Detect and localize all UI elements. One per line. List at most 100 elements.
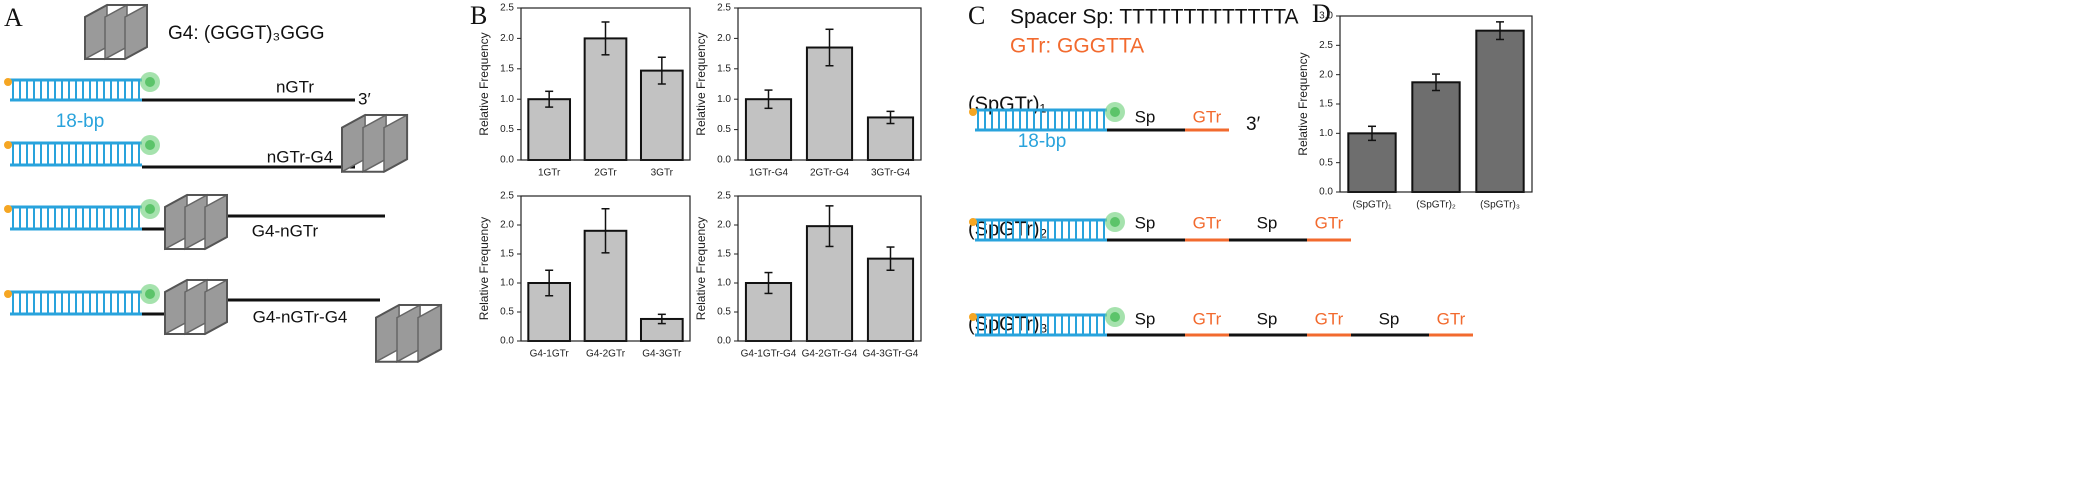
acceptor-dye xyxy=(145,289,155,299)
y-tick-label: 1.5 xyxy=(717,249,731,260)
g4-tetrad xyxy=(124,3,148,61)
construct-label: nGTr-G4 xyxy=(267,147,333,166)
y-tick-label: 2.5 xyxy=(717,3,731,14)
y-tick-label: 0.0 xyxy=(1319,187,1333,198)
construct-label: (SpGTr)₂ xyxy=(968,218,1047,240)
g4-tetrad xyxy=(84,3,108,61)
y-tick-label: 1.0 xyxy=(717,278,731,289)
bar xyxy=(639,69,684,161)
bar xyxy=(583,37,628,161)
y-tick-label: 2.5 xyxy=(717,191,731,202)
y-tick-label: 1.5 xyxy=(717,63,731,74)
x-tick-label: G4-3GTr xyxy=(642,349,682,360)
y-tick-label: 0.5 xyxy=(717,124,731,135)
gtr-label: GTr xyxy=(1315,309,1344,328)
y-tick-label: 0.5 xyxy=(500,307,514,318)
g4-tetrad xyxy=(396,303,421,363)
y-tick-label: 2.0 xyxy=(717,220,731,231)
y-tick-label: 0.0 xyxy=(500,155,514,166)
donor-dye xyxy=(4,205,12,213)
g4-tetrad xyxy=(383,113,408,173)
construct-label: (SpGTr)₃ xyxy=(968,313,1048,335)
duplex-label: 18-bp xyxy=(56,111,105,132)
plot-frame xyxy=(1339,15,1533,193)
y-axis-label: Relative Frequency xyxy=(694,217,708,320)
gtr-label: GTr xyxy=(1437,309,1466,328)
g4-tetrad xyxy=(204,193,228,251)
panel-label: B xyxy=(470,1,487,30)
donor-dye xyxy=(969,108,977,116)
spacer-label: Sp xyxy=(1135,309,1156,328)
g4-tetrad xyxy=(104,3,128,61)
g4-tetrad xyxy=(164,278,188,336)
y-tick-label: 1.0 xyxy=(717,94,731,105)
bar xyxy=(866,116,915,162)
duplex-label: 18-bp xyxy=(1018,131,1067,152)
y-tick-label: 0.5 xyxy=(500,124,514,135)
bar xyxy=(1347,132,1397,193)
x-tick-label: 1GTr-G4 xyxy=(749,168,789,179)
plot-frame xyxy=(737,7,922,161)
three-prime: 3′ xyxy=(1246,114,1261,135)
x-tick-label: G4-1GTr xyxy=(530,349,570,360)
y-axis-label: Relative Frequency xyxy=(477,32,491,135)
y-tick-label: 0.5 xyxy=(1319,157,1333,168)
y-tick-label: 2.0 xyxy=(500,33,514,44)
y-tick-label: 1.5 xyxy=(1319,99,1333,110)
acceptor-dye xyxy=(1110,217,1120,227)
g4-frame xyxy=(84,4,148,60)
x-tick-label: 2GTr-G4 xyxy=(810,168,850,179)
y-tick-label: 0.0 xyxy=(717,336,731,347)
x-tick-label: G4-2GTr xyxy=(586,349,626,360)
plot-frame xyxy=(520,7,691,161)
g4-tetrad xyxy=(184,193,208,251)
spacer-label: Sp xyxy=(1379,309,1400,328)
bar xyxy=(1411,81,1461,193)
g4-tetrad xyxy=(341,113,366,173)
y-tick-label: 1.0 xyxy=(500,278,514,289)
bar xyxy=(1475,29,1525,193)
y-tick-label: 1.0 xyxy=(500,94,514,105)
gtr-label: GTr xyxy=(1193,309,1222,328)
spacer-label: Sp xyxy=(1257,309,1278,328)
acceptor-dye xyxy=(145,140,155,150)
g4-formula: G4: (GGGT)₃GGG xyxy=(168,23,325,44)
y-axis-label: Relative Frequency xyxy=(477,217,491,320)
y-tick-label: 2.0 xyxy=(717,33,731,44)
x-tick-label: 3GTr-G4 xyxy=(871,168,911,179)
y-tick-label: 2.5 xyxy=(1319,40,1333,51)
x-tick-label: (SpGTr)₃ xyxy=(1480,200,1520,211)
y-tick-label: 2.5 xyxy=(500,191,514,202)
y-tick-label: 1.5 xyxy=(500,63,514,74)
y-axis-label: Relative Frequency xyxy=(1296,52,1310,155)
g4-tetrad xyxy=(375,303,400,363)
panel-label: D xyxy=(1312,0,1331,28)
panel-label: C xyxy=(968,1,985,30)
spacer-label: Sp xyxy=(1135,213,1156,232)
x-tick-label: G4-1GTr-G4 xyxy=(741,349,797,360)
y-tick-label: 3.0 xyxy=(1319,11,1333,22)
g4-frame xyxy=(375,304,443,363)
gtr-label: GTr xyxy=(1193,107,1222,126)
y-tick-label: 0.0 xyxy=(500,336,514,347)
g4-tetrad xyxy=(362,113,387,173)
y-tick-label: 0.5 xyxy=(717,307,731,318)
plot-frame xyxy=(737,195,922,342)
donor-dye xyxy=(969,313,977,321)
donor-dye xyxy=(969,218,977,226)
donor-dye xyxy=(4,290,12,298)
y-tick-label: 2.0 xyxy=(1319,69,1333,80)
spacer-label: Sp xyxy=(1135,107,1156,126)
y-tick-label: 0.0 xyxy=(717,155,731,166)
x-tick-label: G4-3GTr-G4 xyxy=(863,349,919,360)
g4-frame xyxy=(341,114,409,173)
y-tick-label: 1.0 xyxy=(1319,128,1333,139)
bar xyxy=(866,257,915,343)
construct-label: nGTr xyxy=(276,77,314,96)
g4-tetrad xyxy=(184,278,208,336)
y-tick-label: 2.5 xyxy=(500,3,514,14)
g4-tetrad xyxy=(204,278,228,336)
bar xyxy=(527,98,572,161)
y-tick-label: 2.0 xyxy=(500,220,514,231)
